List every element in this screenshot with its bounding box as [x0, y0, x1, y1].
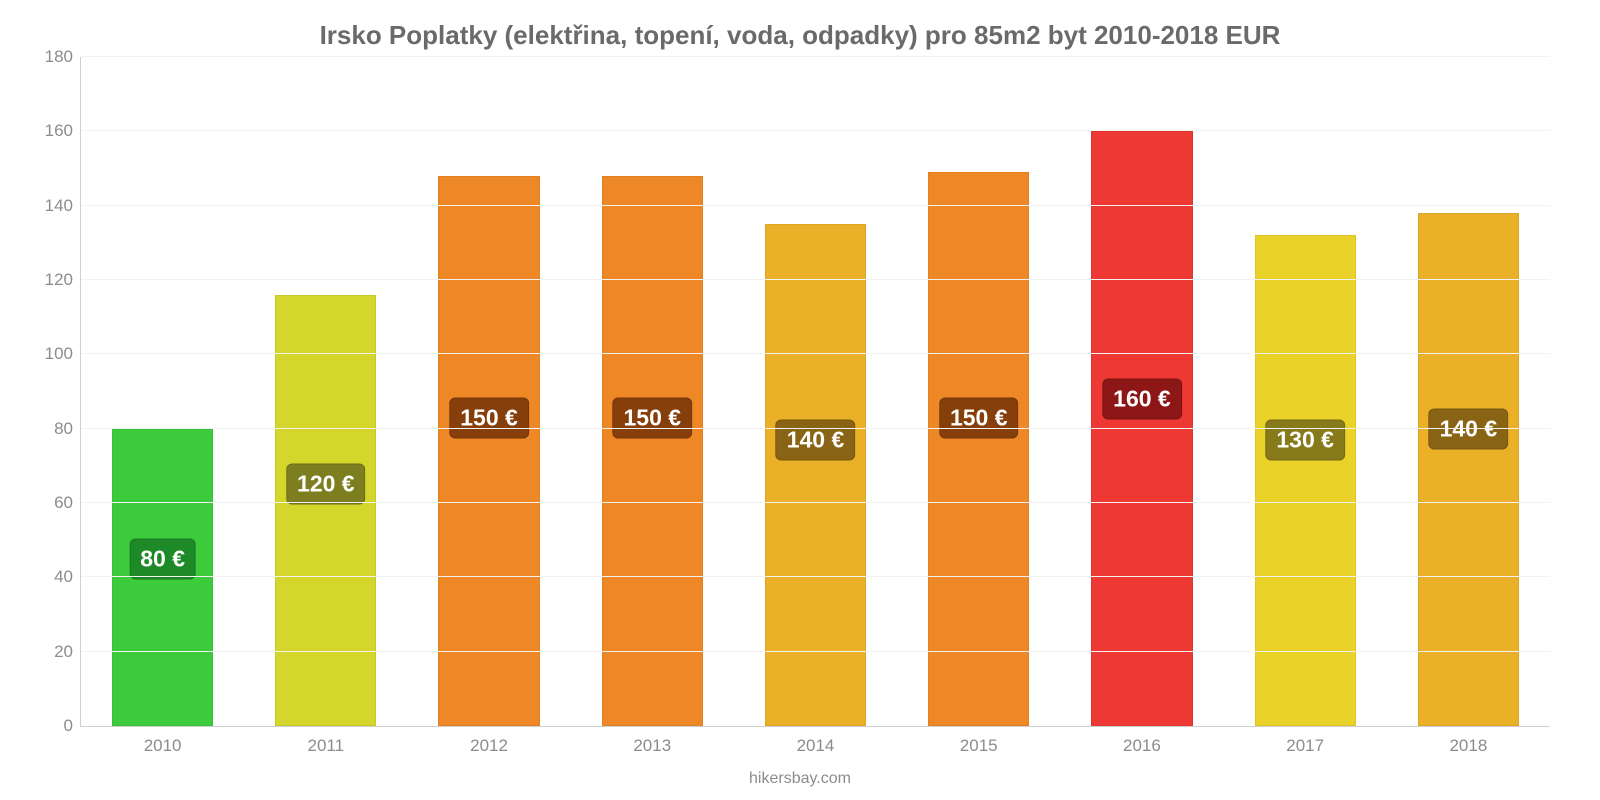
gridline [81, 353, 1550, 354]
y-tick-label: 160 [33, 121, 73, 141]
bar [1255, 235, 1356, 726]
chart-container: Irsko Poplatky (elektřina, topení, voda,… [0, 0, 1600, 800]
y-tick-label: 80 [33, 419, 73, 439]
y-tick-label: 140 [33, 196, 73, 216]
bar-value-label: 150 € [939, 397, 1019, 438]
bar-slot: 150 €2012 [407, 57, 570, 726]
bar-slot: 150 €2015 [897, 57, 1060, 726]
bar [928, 172, 1029, 726]
bars-layer: 80 €2010120 €2011150 €2012150 €2013140 €… [81, 57, 1550, 726]
bar-value-label: 140 € [776, 419, 856, 460]
x-tick-label: 2010 [144, 736, 182, 756]
y-tick-label: 60 [33, 493, 73, 513]
gridline [81, 428, 1550, 429]
y-tick-label: 120 [33, 270, 73, 290]
bar [602, 176, 703, 726]
y-tick-label: 20 [33, 642, 73, 662]
gridline [81, 279, 1550, 280]
bar-slot: 160 €2016 [1060, 57, 1223, 726]
bar [1418, 213, 1519, 726]
x-tick-label: 2014 [797, 736, 835, 756]
gridline [81, 205, 1550, 206]
y-tick-label: 40 [33, 567, 73, 587]
bar-value-label: 80 € [129, 538, 196, 579]
bar-value-label: 130 € [1265, 419, 1345, 460]
x-tick-label: 2012 [470, 736, 508, 756]
gridline [81, 130, 1550, 131]
x-tick-label: 2018 [1449, 736, 1487, 756]
y-tick-label: 100 [33, 344, 73, 364]
x-tick-label: 2015 [960, 736, 998, 756]
x-tick-label: 2017 [1286, 736, 1324, 756]
bar-value-label: 150 € [449, 397, 529, 438]
bar-value-label: 150 € [612, 397, 692, 438]
x-tick-label: 2013 [633, 736, 671, 756]
bar [275, 295, 376, 726]
bar [1091, 131, 1192, 726]
plot-area: 80 €2010120 €2011150 €2012150 €2013140 €… [80, 57, 1550, 727]
gridline [81, 651, 1550, 652]
gridline [81, 576, 1550, 577]
bar-slot: 120 €2011 [244, 57, 407, 726]
bar-slot: 140 €2018 [1387, 57, 1550, 726]
gridline [81, 502, 1550, 503]
x-tick-label: 2016 [1123, 736, 1161, 756]
bar-slot: 150 €2013 [571, 57, 734, 726]
credit-text: hikersbay.com [0, 770, 1600, 788]
bar-slot: 130 €2017 [1224, 57, 1387, 726]
y-tick-label: 0 [33, 716, 73, 736]
bar-slot: 140 €2014 [734, 57, 897, 726]
bar-value-label: 120 € [286, 464, 366, 505]
bar-value-label: 160 € [1102, 378, 1182, 419]
chart-title: Irsko Poplatky (elektřina, topení, voda,… [30, 20, 1570, 51]
bar-value-label: 140 € [1429, 408, 1509, 449]
bar-slot: 80 €2010 [81, 57, 244, 726]
bar [438, 176, 539, 726]
y-tick-label: 180 [33, 47, 73, 67]
gridline [81, 56, 1550, 57]
x-tick-label: 2011 [308, 736, 345, 756]
